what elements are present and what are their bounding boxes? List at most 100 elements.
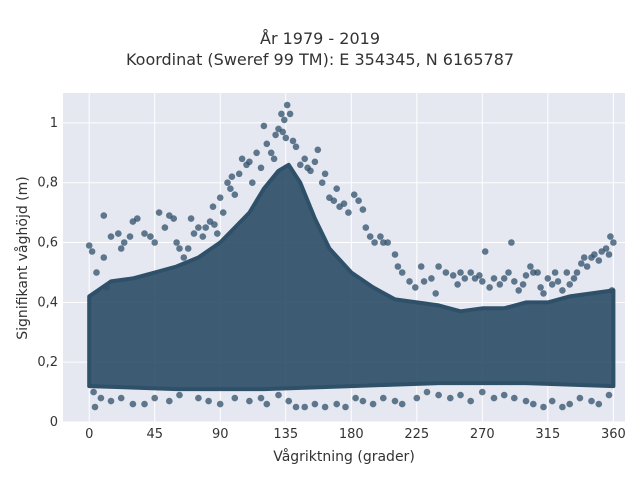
data-point	[100, 254, 108, 261]
data-point	[435, 391, 442, 399]
y-tick-label: 0,4	[37, 295, 58, 310]
data-point	[93, 269, 100, 276]
x-tick-label: 0	[85, 427, 93, 442]
data-point	[377, 233, 384, 240]
data-point	[479, 278, 486, 285]
data-point	[605, 251, 613, 258]
data-point	[573, 269, 581, 276]
data-point	[126, 233, 134, 240]
data-point	[511, 394, 518, 402]
data-point	[161, 224, 169, 231]
data-point	[398, 269, 406, 276]
x-tick-label: 270	[470, 427, 495, 442]
data-point	[278, 110, 285, 118]
data-point	[318, 179, 326, 186]
data-point	[355, 197, 362, 204]
data-point	[176, 245, 183, 252]
data-point	[275, 391, 282, 399]
data-point	[117, 394, 125, 402]
x-tick-label: 360	[601, 427, 626, 442]
data-point	[371, 239, 378, 246]
data-point	[141, 230, 148, 237]
data-point	[391, 251, 399, 258]
data-point	[263, 140, 271, 148]
data-point	[435, 263, 442, 270]
data-point	[321, 170, 329, 178]
data-point	[333, 185, 341, 192]
data-point	[595, 257, 603, 264]
data-point	[246, 397, 253, 405]
data-point	[447, 394, 454, 402]
data-point	[559, 287, 566, 294]
data-point	[216, 194, 224, 201]
data-point	[100, 212, 108, 219]
data-point	[486, 284, 493, 291]
data-point	[151, 394, 158, 402]
data-point	[263, 400, 271, 408]
data-point	[496, 281, 504, 288]
data-point	[576, 394, 584, 402]
data-point	[107, 397, 115, 405]
data-point	[406, 278, 413, 285]
data-point	[209, 203, 217, 210]
data-point	[522, 397, 530, 405]
data-point	[289, 137, 297, 145]
x-tick-label: 315	[535, 427, 560, 442]
data-point	[540, 290, 547, 297]
data-point	[227, 185, 234, 192]
data-point	[267, 149, 275, 157]
data-point	[511, 278, 518, 285]
data-point	[442, 269, 450, 276]
data-point	[301, 403, 309, 411]
data-point	[398, 400, 406, 408]
data-point	[500, 391, 508, 399]
data-point	[151, 239, 158, 246]
data-point	[211, 221, 218, 228]
data-point	[602, 245, 610, 252]
data-point	[307, 167, 314, 175]
y-tick-label: 0,8	[37, 176, 58, 191]
data-point	[366, 233, 374, 240]
data-point	[534, 269, 541, 276]
data-point	[391, 397, 399, 405]
chart-title: År 1979 - 2019	[260, 29, 380, 48]
data-point	[500, 275, 508, 282]
data-point	[281, 116, 288, 124]
data-point	[432, 290, 440, 297]
data-point	[180, 254, 188, 261]
data-point	[235, 170, 243, 178]
data-point	[559, 403, 566, 411]
data-point	[588, 397, 595, 405]
data-point	[187, 215, 195, 222]
x-tick-label: 225	[404, 427, 429, 442]
data-point	[246, 158, 253, 166]
data-point	[195, 394, 202, 402]
data-point	[505, 269, 512, 276]
data-point	[249, 179, 256, 186]
data-point	[282, 134, 290, 142]
data-point	[423, 388, 431, 396]
data-point	[544, 275, 552, 282]
chart-subtitle: Koordinat (Sweref 99 TM): E 354345, N 61…	[125, 50, 515, 69]
data-point	[184, 245, 192, 252]
data-point	[548, 397, 556, 405]
y-axis-title: Signifikant våghöjd (m)	[14, 176, 31, 339]
data-point	[467, 269, 475, 276]
data-point	[311, 158, 319, 166]
data-point	[345, 209, 352, 216]
y-tick-label: 1	[50, 116, 58, 131]
data-point	[214, 230, 221, 237]
data-point	[103, 284, 110, 291]
data-point	[195, 224, 202, 231]
data-point	[570, 275, 578, 282]
data-point	[257, 394, 265, 402]
data-point	[566, 281, 573, 288]
data-point	[412, 284, 419, 291]
data-point	[257, 164, 265, 172]
data-point	[176, 391, 183, 399]
x-axis-title: Vågriktning (grader)	[273, 448, 415, 465]
data-point	[481, 248, 489, 255]
data-point	[231, 191, 239, 198]
x-tick-label: 135	[273, 427, 298, 442]
data-point	[551, 269, 559, 276]
